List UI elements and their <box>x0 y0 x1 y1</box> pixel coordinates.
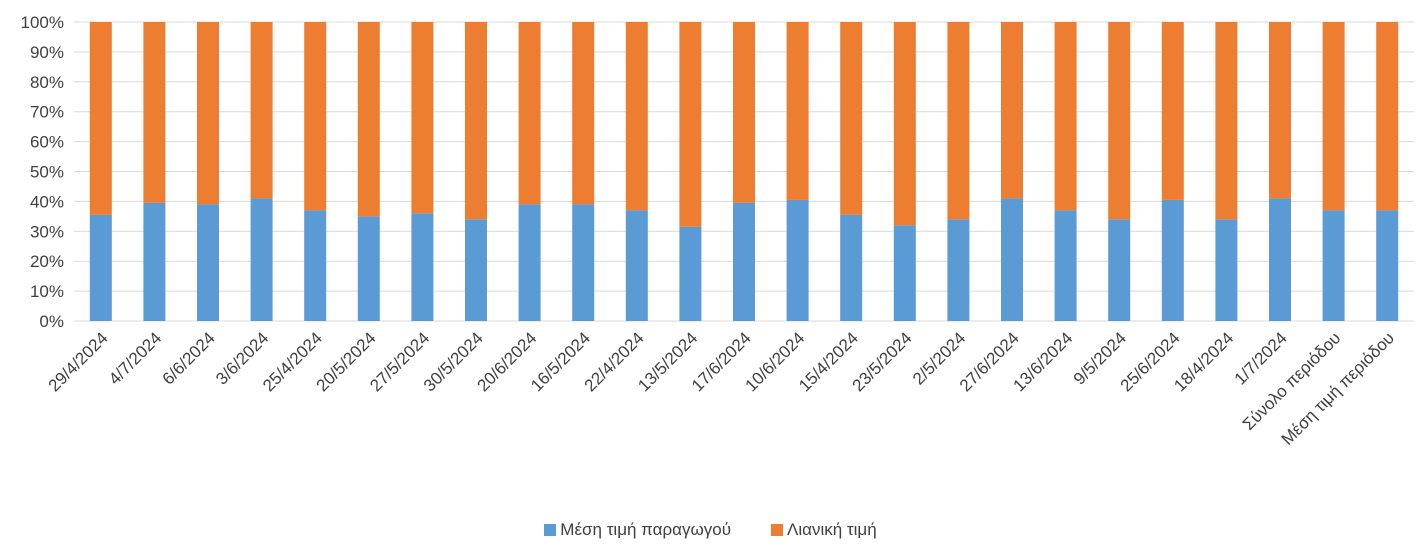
bar-segment-retail <box>572 22 595 205</box>
x-tick-label: 18/4/2024 <box>1170 328 1237 395</box>
legend: Μέση τιμή παραγωγού Λιανική τιμή <box>0 520 1421 540</box>
bar-segment-retail <box>304 22 327 211</box>
stacked-bar-chart: 0% 10% 20% 30% 40% 50% 60% 70% 80% 90% 100% 29/4/20… <box>21 13 1414 449</box>
bar-segment-producer <box>1376 210 1399 321</box>
bar-segment-producer <box>786 199 809 321</box>
bar-segment-retail <box>1322 22 1345 211</box>
bar-segment-producer <box>1001 198 1023 321</box>
bar-segment-retail <box>1108 22 1131 220</box>
legend-item-retail: Λιανική τιμή <box>771 520 877 540</box>
bar-segment-retail <box>625 22 648 211</box>
bar-segment-producer <box>1161 199 1184 321</box>
y-tick-label: 90% <box>30 43 64 62</box>
bar-segment-retail <box>947 22 970 220</box>
bar-segment-producer <box>1054 210 1077 321</box>
bar-segment-retail <box>411 22 434 214</box>
y-tick-label: 30% <box>30 222 64 241</box>
bar-segment-producer <box>625 210 648 321</box>
bar-segment-retail <box>197 22 219 205</box>
bar-segment-producer <box>893 225 916 321</box>
bar-segment-retail <box>1161 22 1184 200</box>
bar-segment-retail <box>840 22 863 215</box>
bar-segment-producer <box>518 204 541 321</box>
bar-segment-producer <box>357 216 380 321</box>
bar-segment-producer <box>250 198 273 321</box>
x-tick-label: 23/5/2024 <box>849 328 916 395</box>
bar-segment-retail <box>893 22 916 226</box>
bar-segment-producer <box>947 219 970 321</box>
legend-label-producer: Μέση τιμή παραγωγού <box>560 520 732 539</box>
legend-swatch-retail <box>771 524 784 536</box>
bar-segment-producer <box>143 202 166 321</box>
y-tick-label: 80% <box>30 73 64 92</box>
bar-segment-retail <box>786 22 809 200</box>
y-tick-label: 100% <box>21 13 64 32</box>
bar-segment-producer <box>304 210 327 321</box>
bar-segment-producer <box>89 214 112 321</box>
bar-segment-retail <box>143 22 166 203</box>
bar-segment-producer <box>1269 198 1291 321</box>
y-tick-label: 20% <box>30 252 64 271</box>
y-tick-label: 70% <box>30 103 64 122</box>
y-tick-label: 50% <box>30 163 64 182</box>
bar-segment-retail <box>733 22 755 203</box>
bar-segment-retail <box>250 22 273 199</box>
x-tick-label: Σύνολο περιόδου <box>1239 328 1345 434</box>
legend-swatch-producer <box>544 524 557 536</box>
bar-segment-producer <box>733 202 755 321</box>
bar-segment-retail <box>679 22 702 227</box>
y-tick-label: 60% <box>30 133 64 152</box>
legend-label-retail: Λιανική τιμή <box>787 520 877 539</box>
bar-segment-producer <box>197 204 219 321</box>
bar-segment-retail <box>1054 22 1077 211</box>
bar-segment-producer <box>679 226 702 321</box>
bar-segment-retail <box>1376 22 1399 211</box>
bar-segment-producer <box>1215 219 1238 321</box>
bar-segment-retail <box>1001 22 1023 199</box>
bar-segment-producer <box>1108 219 1131 321</box>
bar-segment-producer <box>411 213 434 321</box>
y-tick-label: 10% <box>30 282 64 301</box>
bar-segment-producer <box>1322 210 1345 321</box>
x-tick-label: 29/4/2024 <box>45 328 112 395</box>
bar-segment-retail <box>1269 22 1291 199</box>
bar-segment-retail <box>1215 22 1238 220</box>
bar-segment-producer <box>465 219 487 321</box>
legend-item-producer: Μέση τιμή παραγωγού <box>544 520 731 540</box>
x-tick-label: 13/6/2024 <box>1010 328 1077 395</box>
bar-segment-producer <box>572 204 595 321</box>
bar-segment-retail <box>518 22 541 205</box>
bar-segment-producer <box>840 214 863 321</box>
y-tick-label: 40% <box>30 192 64 211</box>
y-tick-label: 0% <box>39 312 64 331</box>
x-tick-label: 6/6/2024 <box>159 328 219 388</box>
x-tick-label: 4/7/2024 <box>105 328 165 388</box>
bar-segment-retail <box>89 22 112 215</box>
bar-segment-retail <box>357 22 380 217</box>
bar-segment-retail <box>465 22 487 220</box>
